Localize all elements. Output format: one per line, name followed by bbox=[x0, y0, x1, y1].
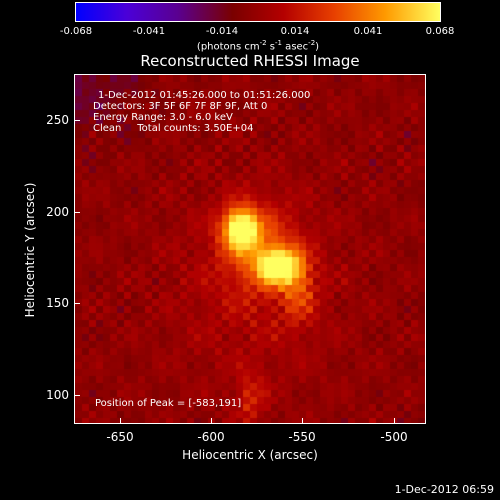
y-tick-mark bbox=[74, 395, 80, 396]
colorbar bbox=[75, 2, 441, 22]
clean-counts: Clean Total counts: 3.50E+04 bbox=[93, 123, 254, 134]
y-tick-label: 150 bbox=[46, 296, 69, 310]
colorbar-tick: 0.014 bbox=[280, 26, 310, 37]
rhessi-image bbox=[75, 75, 425, 423]
y-tick-label: 250 bbox=[46, 113, 69, 127]
peak-position: Position of Peak = [-583,191] bbox=[95, 398, 242, 409]
y-tick-mark bbox=[74, 212, 80, 213]
x-tick-label: -550 bbox=[288, 430, 316, 444]
plot-title: Reconstructed RHESSI Image bbox=[140, 52, 360, 70]
footer-date: 1-Dec-2012 06:59 bbox=[394, 483, 494, 496]
colorbar-tick: -0.014 bbox=[205, 26, 239, 37]
image-plot bbox=[74, 74, 426, 424]
x-tick-mark bbox=[120, 418, 121, 424]
x-tick-mark bbox=[211, 418, 212, 424]
y-axis-label: Heliocentric Y (arcsec) bbox=[23, 182, 37, 318]
x-tick-mark bbox=[302, 418, 303, 424]
energy-range: Energy Range: 3.0 - 6.0 keV bbox=[93, 112, 233, 123]
detectors: Detectors: 3F 5F 6F 7F 8F 9F, Att 0 bbox=[93, 101, 268, 112]
y-tick-label: 100 bbox=[46, 388, 69, 402]
y-tick-label: 200 bbox=[46, 205, 69, 219]
x-tick-label: -500 bbox=[380, 430, 408, 444]
y-tick-mark bbox=[74, 120, 80, 121]
x-tick-label: -600 bbox=[197, 430, 225, 444]
x-axis-label: Heliocentric X (arcsec) bbox=[182, 448, 318, 462]
colorbar-tick: 0.041 bbox=[353, 26, 383, 37]
colorbar-tick: -0.068 bbox=[59, 26, 93, 37]
colorbar-tick: -0.041 bbox=[132, 26, 166, 37]
time-range: 1-Dec-2012 01:45:26.000 to 01:51:26.000 bbox=[98, 90, 311, 101]
x-tick-label: -650 bbox=[106, 430, 134, 444]
colorbar-units: (photons cm-2 s-1 asec-2) bbox=[196, 39, 320, 53]
x-tick-mark bbox=[394, 418, 395, 424]
y-tick-mark bbox=[74, 303, 80, 304]
colorbar-tick: 0.068 bbox=[425, 26, 455, 37]
